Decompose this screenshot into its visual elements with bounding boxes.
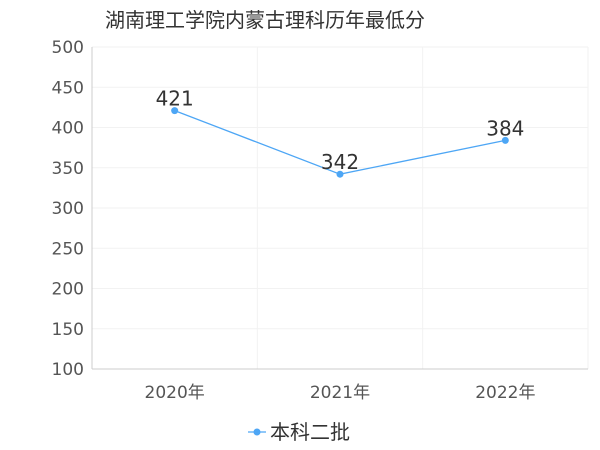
x-tick-label: 2021年 [310, 383, 370, 403]
data-point[interactable] [501, 136, 509, 144]
y-tick-label: 500 [52, 38, 84, 58]
data-label: 384 [486, 116, 524, 140]
x-tick-label: 2022年 [475, 383, 535, 403]
y-tick-label: 100 [52, 360, 84, 380]
y-tick-label: 350 [52, 159, 84, 179]
legend-label: 本科二批 [270, 420, 350, 444]
data-label: 421 [156, 87, 194, 111]
data-label: 342 [321, 150, 359, 174]
x-tick-label: 2020年 [145, 383, 205, 403]
y-tick-label: 200 [52, 280, 84, 300]
label-layer: 421 342 384 [156, 87, 525, 175]
y-tick-label: 450 [52, 78, 84, 98]
y-tick-label: 250 [52, 239, 84, 259]
legend-point-marker [253, 428, 261, 436]
grid-layer [92, 46, 589, 369]
data-point[interactable] [171, 107, 179, 115]
legend[interactable]: 本科二批 [248, 420, 350, 444]
y-tick-label: 300 [52, 199, 84, 219]
y-tick-label: 400 [52, 119, 84, 139]
chart-title: 湖南理工学院内蒙古理科历年最低分 [105, 8, 425, 32]
y-tick-label: 150 [52, 320, 84, 340]
axis-layer: 100 150 200 250 300 350 400 450 500 2020年 2021年 202… [52, 38, 588, 403]
series-layer [171, 107, 509, 178]
data-point[interactable] [336, 170, 344, 178]
